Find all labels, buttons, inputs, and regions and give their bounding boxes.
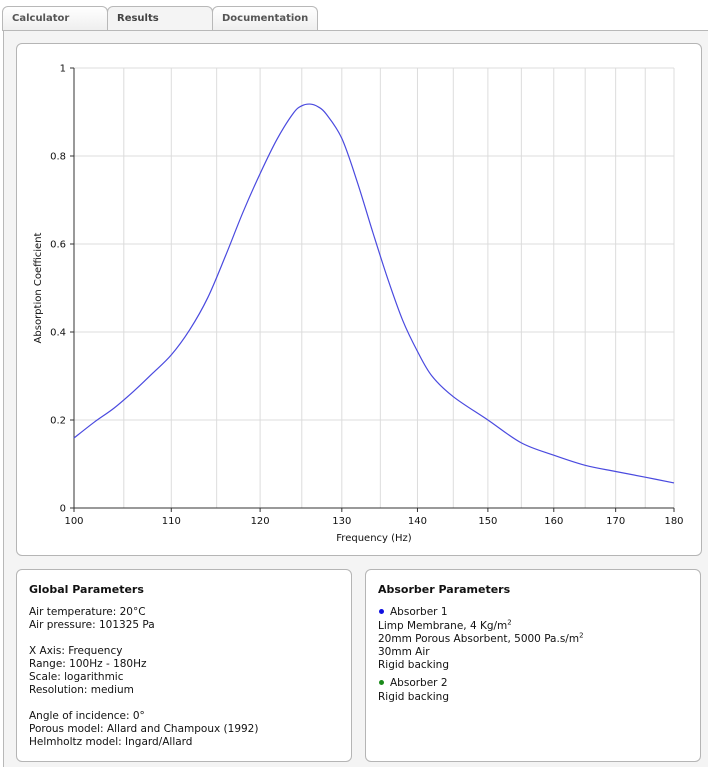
y-tick-label: 1 <box>60 64 66 75</box>
absorber-1-layer-2: 20mm Porous Absorbent, 5000 Pa.s/m2 <box>378 631 584 645</box>
tab-results[interactable]: Results <box>107 6 213 32</box>
x-tick-label: 100 <box>64 516 83 527</box>
absorber-2-dot-icon <box>379 680 384 685</box>
tab-documentation[interactable]: Documentation <box>212 6 318 31</box>
absorber-1-layer-1: Limp Membrane, 4 Kg/m2 <box>378 618 512 632</box>
x-tick-label: 150 <box>478 516 497 527</box>
tab-calculator[interactable]: Calculator <box>2 6 108 31</box>
x-tick-label: 160 <box>544 516 563 527</box>
scale-setting: Scale: logarithmic <box>29 671 124 683</box>
range-setting: Range: 100Hz - 180Hz <box>29 658 147 670</box>
x-tick-label: 120 <box>251 516 270 527</box>
absorber-1-name: Absorber 1 <box>390 606 448 618</box>
air-pressure: Air pressure: 101325 Pa <box>29 619 155 631</box>
air-temperature: Air temperature: 20°C <box>29 606 146 618</box>
x-tick-label: 110 <box>162 516 181 527</box>
y-tick-label: 0.8 <box>50 152 66 163</box>
absorber-2-name: Absorber 2 <box>390 677 448 689</box>
x-axis-setting: X Axis: Frequency <box>29 645 123 657</box>
chart-card: 0 0.2 0.4 0.6 0.8 1 100 110 120 130 140 150 160 170 18… <box>16 43 702 556</box>
absorber-parameters-title: Absorber Parameters <box>378 583 511 596</box>
global-parameters-card: Global Parameters Air temperature: 20°C … <box>16 569 352 762</box>
helmholtz-model: Helmholtz model: Ingard/Allard <box>29 736 193 748</box>
absorber-2-backing: Rigid backing <box>378 691 449 703</box>
absorption-chart: 0 0.2 0.4 0.6 0.8 1 100 110 120 130 140 150 160 170 18… <box>33 64 684 545</box>
absorber-1-dot-icon <box>379 609 384 614</box>
global-parameters-title: Global Parameters <box>29 583 144 596</box>
x-tick-label: 140 <box>408 516 427 527</box>
y-tick-label: 0.2 <box>50 416 66 427</box>
y-axis-title: Absorption Coefficient <box>33 232 44 343</box>
porous-model: Porous model: Allard and Champoux (1992) <box>29 723 259 735</box>
resolution-setting: Resolution: medium <box>29 684 134 696</box>
angle-of-incidence: Angle of incidence: 0° <box>29 710 145 722</box>
x-axis-title: Frequency (Hz) <box>336 533 412 544</box>
absorber-parameters-card: Absorber Parameters Absorber 1 Limp Memb… <box>365 569 701 762</box>
absorber-1-header: Absorber 1 <box>378 606 692 619</box>
absorber-1-layer-3: 30mm Air <box>378 646 430 658</box>
x-tick-label: 170 <box>606 516 625 527</box>
x-tick-label: 180 <box>664 516 683 527</box>
y-tick-label: 0.6 <box>50 240 66 251</box>
x-tick-label: 130 <box>332 516 351 527</box>
absorber-1-backing: Rigid backing <box>378 659 449 671</box>
y-tick-label: 0 <box>60 504 66 515</box>
absorber-1-curve <box>73 103 675 484</box>
y-tick-label: 0.4 <box>50 328 66 339</box>
absorber-2-header: Absorber 2 <box>378 677 692 690</box>
tab-bar: Calculator Results Documentation <box>0 6 708 32</box>
